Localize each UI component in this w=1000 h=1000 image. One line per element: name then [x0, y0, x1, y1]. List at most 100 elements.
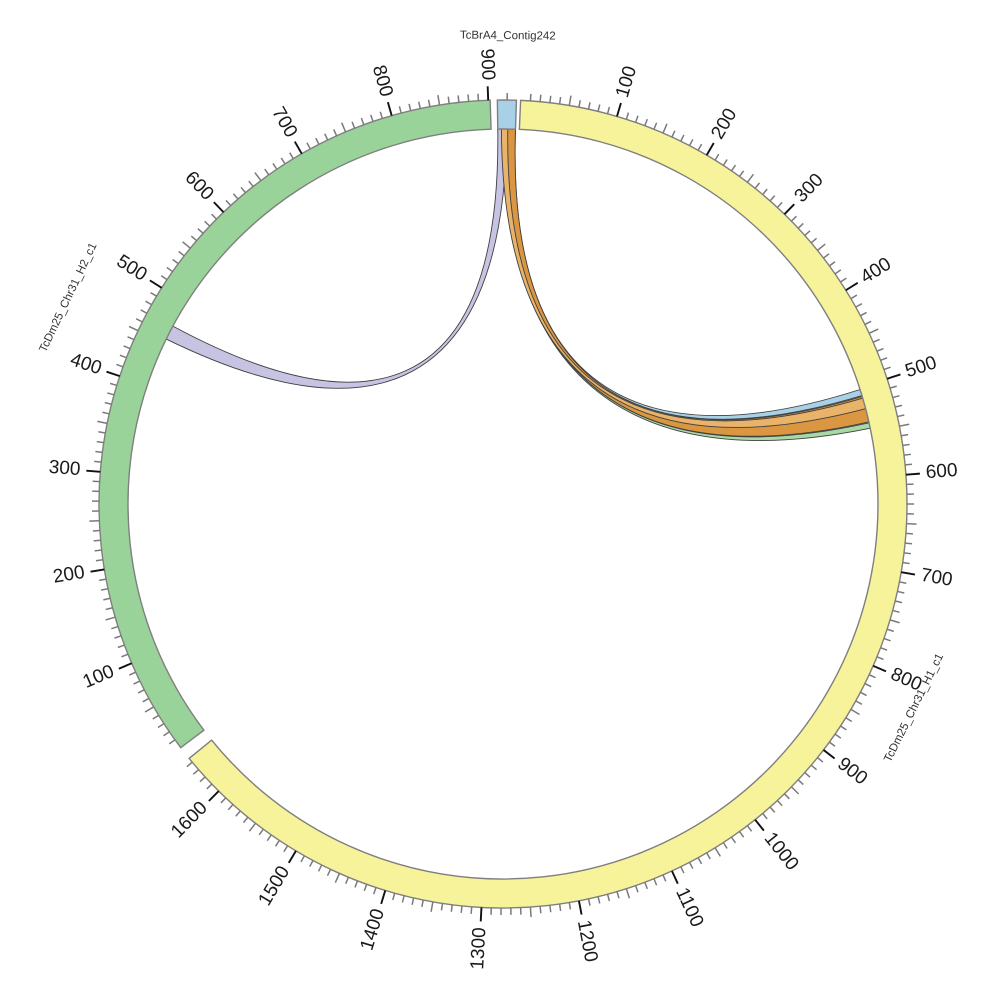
tick-minor — [427, 99, 431, 107]
tick-minor — [166, 266, 173, 273]
tick-minor — [889, 619, 900, 624]
tick-minor — [714, 153, 720, 161]
tick-minor — [899, 423, 910, 427]
tick-minor — [868, 674, 876, 679]
tick-minor — [345, 876, 350, 885]
tick-minor — [421, 899, 424, 908]
tick-major — [386, 101, 393, 116]
tick-minor — [137, 689, 145, 694]
tick-label-TcDm25_Chr31_H1_c1-300: 300 — [791, 169, 828, 206]
tick-minor — [901, 433, 909, 437]
tick-label-TcDm25_Chr31_H2_c1-500: 500 — [113, 251, 151, 286]
tick-label-TcDm25_Chr31_H1_c1-1600: 1600 — [167, 798, 212, 843]
tick-minor — [840, 725, 847, 731]
tick-minor — [558, 96, 562, 105]
tick-minor — [730, 164, 737, 172]
tick-minor — [883, 366, 891, 371]
tick-minor — [152, 714, 160, 720]
tick-minor — [714, 847, 721, 857]
tick-minor — [232, 193, 239, 200]
tick-minor — [722, 842, 728, 849]
tick-label-TcDm25_Chr31_H2_c1-300: 300 — [48, 457, 81, 480]
tick-minor — [903, 453, 912, 456]
tick-minor — [738, 170, 745, 177]
tick-minor — [315, 137, 320, 145]
tick-label-TcDm25_Chr31_H1_c1-600: 600 — [925, 460, 958, 483]
tick-minor — [653, 122, 658, 130]
tick-minor — [834, 269, 842, 275]
tick-minor — [206, 783, 213, 790]
tick-minor — [300, 855, 306, 863]
tick-minor — [899, 581, 907, 584]
tick-minor — [192, 769, 200, 775]
tick-minor — [258, 828, 264, 836]
tick-minor — [804, 772, 811, 778]
tick-minor — [568, 902, 572, 910]
tick-minor — [625, 888, 631, 899]
tick-minor — [430, 901, 434, 912]
tick-label-TcDm25_Chr31_H1_c1-1200: 1200 — [573, 918, 602, 963]
tick-minor — [754, 182, 761, 189]
tick-minor — [671, 130, 676, 138]
tick-minor — [460, 905, 463, 913]
tick-minor — [797, 779, 804, 786]
tick-minor — [860, 311, 867, 317]
tick-minor — [272, 163, 278, 170]
tick-minor — [96, 440, 104, 444]
tick-minor — [876, 347, 884, 352]
tick-minor — [254, 172, 262, 182]
tick-major — [671, 870, 679, 885]
tick-major — [845, 282, 859, 292]
tick-minor — [145, 300, 152, 306]
tick-minor — [114, 635, 122, 639]
tick-minor — [401, 895, 405, 903]
tick-minor — [317, 864, 323, 872]
tick-minor — [309, 860, 314, 868]
tick-minor — [662, 123, 668, 134]
tick-minor — [190, 235, 198, 242]
tick-minor — [326, 868, 332, 876]
tick-minor — [769, 195, 776, 202]
tick-minor — [762, 188, 768, 196]
tick-minor — [902, 443, 910, 447]
tick-minor — [117, 644, 125, 649]
tick-minor — [876, 656, 884, 661]
tick-major — [106, 370, 121, 378]
tick-minor — [905, 463, 913, 466]
tick-minor — [408, 103, 412, 111]
tick-minor — [324, 133, 329, 141]
tick-minor — [116, 363, 124, 368]
tick-minor — [105, 616, 116, 621]
tick-label-TcDm25_Chr31_H1_c1-200: 200 — [707, 105, 741, 143]
tick-minor — [578, 100, 581, 108]
tick-minor — [360, 117, 365, 125]
tick-minor — [905, 542, 913, 545]
tick-minor — [587, 102, 591, 110]
tick-minor — [93, 539, 101, 542]
tick-major — [208, 790, 220, 802]
tick-minor — [351, 121, 356, 129]
tick-minor — [597, 896, 601, 904]
tick-minor — [797, 222, 804, 229]
tick-minor — [102, 411, 110, 415]
tick-major — [705, 142, 715, 156]
tick-label-TcDm25_Chr31_H2_c1-100: 100 — [80, 661, 117, 693]
tick-minor — [128, 671, 136, 676]
tick-major — [886, 373, 901, 380]
tick-minor — [105, 607, 113, 611]
tick-minor — [828, 741, 836, 747]
tick-minor — [248, 822, 257, 832]
tick-minor — [119, 354, 127, 359]
tick-major — [86, 469, 101, 473]
tick-minor — [457, 95, 460, 103]
tick-minor — [783, 793, 790, 800]
tick-minor — [306, 142, 311, 150]
tick-label-TcDm25_Chr31_H1_c1-400: 400 — [857, 254, 895, 289]
tick-minor — [283, 845, 289, 853]
tick-minor — [680, 866, 685, 874]
tick-major — [380, 890, 387, 905]
tick-label-TcDm25_Chr31_H2_c1-900: 900 — [476, 48, 498, 80]
tick-minor — [97, 420, 108, 425]
tick-minor — [790, 786, 800, 795]
